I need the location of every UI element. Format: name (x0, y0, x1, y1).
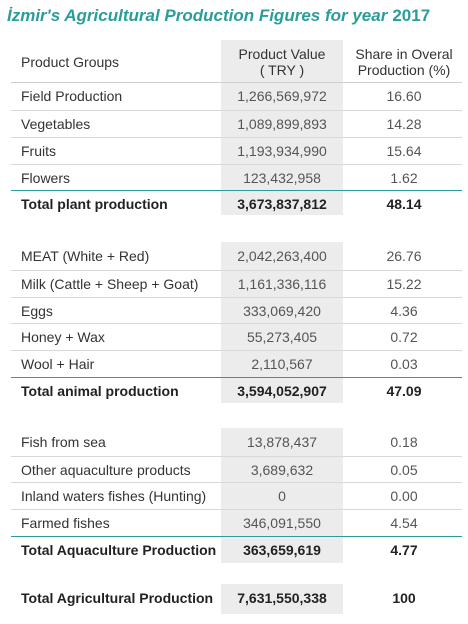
value-column-shade (221, 242, 343, 403)
row-share: 47.09 (386, 383, 422, 399)
row-value: 2,042,263,400 (237, 248, 327, 264)
row-value: 1,089,899,893 (237, 116, 327, 132)
row-value: 346,091,550 (243, 515, 321, 531)
row-share: 0.18 (390, 434, 418, 450)
header-product-groups: Product Groups (21, 54, 120, 70)
table-row: Honey + Wax 55,273,405 0.72 (11, 323, 462, 351)
row-name: Wool + Hair (21, 356, 95, 372)
row-share: 0.05 (390, 462, 418, 478)
table-row: Vegetables 1,089,899,893 14.28 (11, 110, 462, 138)
row-value: 7,631,550,338 (237, 590, 327, 606)
row-share: 16.60 (386, 88, 422, 104)
row-name: Field Production (21, 88, 123, 104)
page-title: İzmir's Agricultural Production Figures … (7, 6, 430, 26)
row-share: 4.36 (390, 303, 418, 319)
table-row: Fruits 1,193,934,990 15.64 (11, 137, 462, 165)
row-share: 0.72 (390, 329, 418, 345)
row-name: Honey + Wax (21, 329, 105, 345)
header-value-line2: ( TRY ) (259, 62, 305, 78)
row-name: Eggs (21, 303, 53, 319)
row-share: 4.54 (390, 515, 418, 531)
header-divider (11, 82, 462, 83)
row-value: 3,594,052,907 (237, 383, 327, 399)
row-share: 48.14 (386, 196, 422, 212)
row-value: 0 (278, 488, 286, 504)
row-share: 0.03 (390, 356, 418, 372)
table-row: Wool + Hair 2,110,567 0.03 (11, 350, 462, 378)
table-row: Milk (Cattle + Sheep + Goat) 1,161,336,1… (11, 270, 462, 298)
header-product-value: Product Value ( TRY ) (221, 46, 343, 78)
row-share: 1.62 (390, 170, 418, 186)
row-value: 13,878,437 (246, 434, 318, 450)
row-value: 3,689,632 (250, 462, 314, 478)
title-year: 2017 (392, 6, 431, 25)
row-name: Total Aquaculture Production (21, 542, 217, 558)
row-name: Fruits (21, 143, 56, 159)
row-name: Inland waters fishes (Hunting) (21, 488, 207, 504)
row-value: 2,110,567 (251, 356, 313, 372)
table-row: Fish from sea 13,878,437 0.18 (11, 429, 462, 456)
table-row: Flowers 123,432,958 1.62 (11, 164, 462, 192)
row-value: 1,161,336,116 (237, 276, 327, 292)
table-row: Other aquaculture products 3,689,632 0.0… (11, 456, 462, 484)
row-value: 363,659,619 (243, 542, 321, 558)
row-share: 15.64 (386, 143, 422, 159)
header-share-line2: Production (%) (357, 62, 451, 78)
grand-total-row: Total Agricultural Production 7,631,550,… (11, 585, 462, 612)
total-row: Total animal production 3,594,052,907 47… (11, 377, 462, 405)
row-share: 14.28 (386, 116, 422, 132)
table-row: Eggs 333,069,420 4.36 (11, 297, 462, 325)
row-name: Flowers (21, 170, 71, 186)
row-name: Vegetables (21, 116, 91, 132)
row-value: 1,266,569,972 (237, 88, 327, 104)
row-name: Total animal production (21, 383, 179, 399)
row-value: 55,273,405 (246, 329, 318, 345)
row-share: 26.76 (386, 248, 422, 264)
row-share: 0.00 (390, 488, 418, 504)
title-text: İzmir's Agricultural Production Figures … (7, 6, 388, 25)
table-row: Inland waters fishes (Hunting) 0 0.00 (11, 482, 462, 510)
value-column-shade (221, 40, 343, 215)
table-row: Field Production 1,266,569,972 16.60 (11, 83, 462, 110)
row-name: Total plant production (21, 196, 168, 212)
row-name: Milk (Cattle + Sheep + Goat) (21, 276, 199, 292)
value-column-shade (221, 428, 343, 563)
header-value-line1: Product Value (238, 46, 326, 62)
row-value: 333,069,420 (243, 303, 321, 319)
row-value: 123,432,958 (243, 170, 321, 186)
row-name: MEAT (White + Red) (21, 248, 150, 264)
row-name: Total Agricultural Production (21, 590, 214, 606)
row-name: Farmed fishes (21, 515, 110, 531)
row-share: 4.77 (390, 542, 418, 558)
header-share: Share in Overal Production (%) (346, 46, 462, 78)
row-name: Fish from sea (21, 434, 106, 450)
table-row: MEAT (White + Red) 2,042,263,400 26.76 (11, 243, 462, 270)
value-column-shade (221, 584, 343, 614)
row-value: 1,193,934,990 (237, 143, 327, 159)
total-row: Total Aquaculture Production 363,659,619… (11, 536, 462, 564)
row-share: 100 (392, 590, 416, 606)
total-row: Total plant production 3,673,837,812 48.… (11, 190, 462, 218)
header-share-line1: Share in Overal (355, 46, 453, 62)
row-share: 15.22 (386, 276, 422, 292)
row-name: Other aquaculture products (21, 462, 191, 478)
table-row: Farmed fishes 346,091,550 4.54 (11, 509, 462, 537)
row-value: 3,673,837,812 (237, 196, 327, 212)
